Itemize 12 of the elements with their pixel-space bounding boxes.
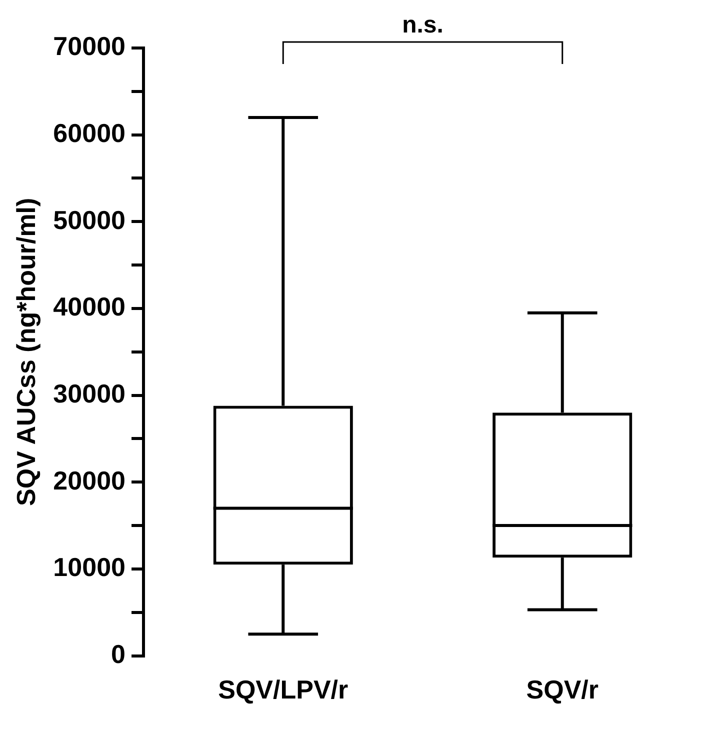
y-tick-label: 50000 bbox=[53, 204, 126, 235]
y-tick-label: 30000 bbox=[53, 378, 126, 408]
x-tick-label: SQV/LPV/r bbox=[218, 674, 348, 705]
y-tick-label: 10000 bbox=[53, 552, 126, 582]
y-tick-label: 60000 bbox=[53, 118, 126, 148]
x-tick-label: SQV/r bbox=[526, 674, 598, 705]
y-axis-title: SQV AUCss (ng*hour/ml) bbox=[10, 198, 41, 506]
text: n.s. bbox=[402, 12, 444, 39]
y-tick-label: 70000 bbox=[53, 31, 126, 62]
y-tick-label: 40000 bbox=[53, 292, 126, 322]
y-tick-label: 0 bbox=[111, 638, 126, 669]
y-tick-label: 20000 bbox=[53, 465, 126, 496]
